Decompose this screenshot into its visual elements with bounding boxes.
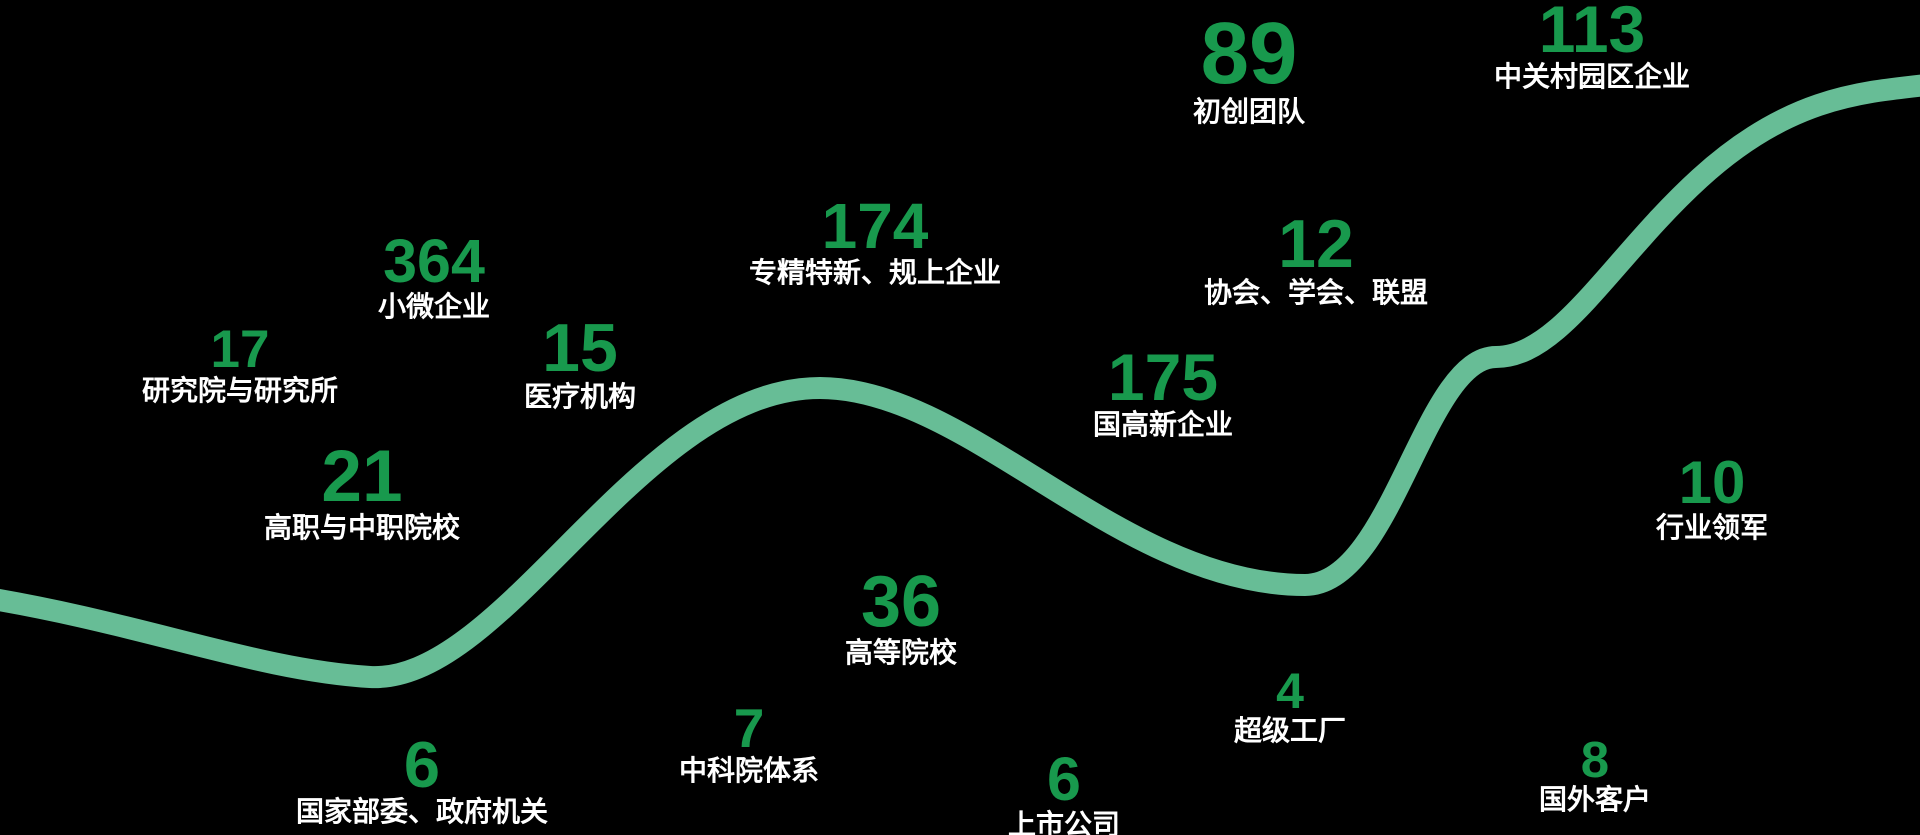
stat-label: 上市公司 — [1007, 809, 1121, 835]
stat-startup-teams: 89 初创团队 — [1193, 10, 1305, 128]
stat-specialized-above-scale-enterprises: 174 专精特新、规上企业 — [749, 194, 1001, 289]
stat-label: 高职与中职院校 — [263, 512, 461, 543]
stat-label: 初创团队 — [1192, 96, 1306, 127]
stat-label: 协会、学会、联盟 — [1203, 277, 1429, 308]
stat-vocational-colleges: 21 高职与中职院校 — [264, 440, 460, 544]
stat-foreign-clients: 8 国外客户 — [1539, 734, 1651, 816]
stat-label: 行业领军 — [1655, 512, 1769, 543]
stat-label: 国家部委、政府机关 — [295, 796, 549, 827]
stat-label: 中关村园区企业 — [1493, 61, 1691, 92]
stat-label: 小微企业 — [377, 291, 491, 322]
stat-associations-societies-alliances: 12 协会、学会、联盟 — [1204, 210, 1428, 309]
stat-label: 高等院校 — [844, 637, 958, 668]
stat-value: 12 — [1278, 206, 1354, 282]
stat-value: 17 — [210, 320, 270, 379]
stat-value: 36 — [860, 562, 942, 642]
stat-small-micro-enterprises: 364 小微企业 — [378, 231, 490, 323]
stat-value: 21 — [321, 436, 403, 517]
stat-zhongguancun-park-enterprises: 113 中关村园区企业 — [1494, 0, 1690, 93]
stat-value: 10 — [1678, 449, 1746, 516]
stat-medical-institutions: 15 医疗机构 — [524, 314, 636, 413]
stat-value: 4 — [1276, 663, 1304, 719]
stat-value: 89 — [1200, 5, 1298, 102]
stat-national-high-tech-enterprises: 175 国高新企业 — [1093, 344, 1233, 441]
stat-value: 6 — [403, 728, 441, 801]
stat-value: 6 — [1047, 745, 1081, 813]
stat-label: 专精特新、规上企业 — [748, 257, 1002, 288]
stat-listed-companies: 6 上市公司 — [1008, 749, 1120, 835]
stat-label: 国外客户 — [1538, 784, 1652, 815]
decorative-wave-line — [0, 74, 1920, 689]
stat-label: 研究院与研究所 — [141, 375, 339, 406]
stat-value: 15 — [542, 310, 618, 386]
stat-value: 113 — [1538, 0, 1646, 66]
stat-universities: 36 高等院校 — [845, 566, 957, 669]
stat-label: 中科院体系 — [678, 755, 820, 786]
stat-research-institutes: 17 研究院与研究所 — [142, 323, 338, 407]
stat-super-factories: 4 超级工厂 — [1234, 666, 1346, 747]
stat-label: 医疗机构 — [523, 381, 637, 412]
stat-value: 8 — [1580, 731, 1610, 788]
stat-industry-leaders: 10 行业领军 — [1656, 453, 1768, 544]
stat-label: 超级工厂 — [1233, 715, 1347, 746]
stat-value: 7 — [733, 697, 765, 759]
stat-value: 364 — [383, 227, 485, 295]
stat-value: 174 — [821, 190, 929, 262]
stat-cas-system: 7 中科院体系 — [679, 701, 819, 787]
stat-government-ministries-agencies: 6 国家部委、政府机关 — [296, 732, 548, 828]
stat-value: 175 — [1107, 340, 1219, 414]
stat-label: 国高新企业 — [1092, 409, 1234, 440]
